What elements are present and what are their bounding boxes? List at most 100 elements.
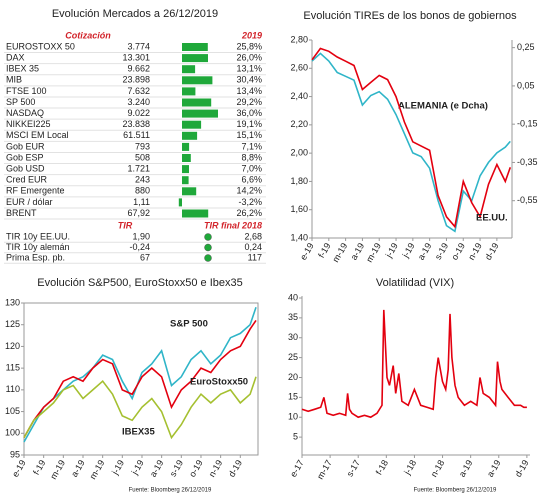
x-tick-label: s-17 bbox=[345, 458, 362, 478]
x-tick-label: d-19 bbox=[483, 241, 501, 262]
row-change: 6,6% bbox=[241, 175, 262, 185]
row-name: Cred EUR bbox=[6, 175, 48, 185]
row-name: BRENT bbox=[6, 208, 37, 218]
y-tick-label: 5 bbox=[293, 431, 298, 441]
row-price: 1,11 bbox=[133, 197, 150, 207]
row-name: Gob ESP bbox=[6, 152, 44, 162]
y-tick-label: 120 bbox=[5, 341, 20, 351]
source: Fuente: Bloomberg 26/12/2019 bbox=[414, 488, 497, 494]
x-tick-label: o-19 bbox=[187, 458, 205, 479]
x-tick-label: j-19 bbox=[109, 458, 126, 477]
row-name: Gob EUR bbox=[6, 141, 45, 151]
x-tick-label: m-19 bbox=[88, 458, 107, 481]
y-tick-label: 1,40 bbox=[290, 232, 308, 242]
x-tick-label: f-19 bbox=[316, 241, 332, 259]
row-change: 8,8% bbox=[241, 152, 262, 162]
header-price: Cotización bbox=[65, 30, 111, 40]
y-tick-label: 105 bbox=[5, 406, 20, 416]
row-change: 25,8% bbox=[236, 41, 262, 51]
x-tick-label: a-19 bbox=[69, 458, 87, 479]
y-tick-label: 125 bbox=[5, 319, 20, 329]
series-label: ALEMANIA (e Dcha) bbox=[398, 101, 488, 112]
x-tick-label: e-17 bbox=[288, 458, 306, 479]
tir-final: 2,68 bbox=[244, 231, 262, 241]
x-tick-label: j-19 bbox=[129, 458, 146, 477]
x-tick-label: f-18 bbox=[374, 458, 390, 476]
bar bbox=[182, 131, 198, 140]
y-tick-label: 15 bbox=[288, 392, 298, 402]
row-price: 9.022 bbox=[127, 108, 150, 118]
row-price: 508 bbox=[135, 152, 150, 162]
series-line bbox=[23, 376, 257, 440]
bar bbox=[182, 54, 208, 63]
row-change: 26,2% bbox=[236, 208, 262, 218]
series-label: EuroStoxx50 bbox=[190, 377, 248, 388]
x-tick-label: n-19 bbox=[207, 458, 225, 479]
y-tick-label: 1,60 bbox=[290, 204, 308, 214]
y-tick-label: 0,05 bbox=[517, 80, 535, 90]
chart-title: Volatilidad (VIX) bbox=[376, 277, 454, 289]
x-tick-label: a-19 bbox=[485, 458, 503, 479]
y-tick-label: 20 bbox=[288, 372, 298, 382]
series-line bbox=[23, 307, 257, 443]
row-name: MIB bbox=[6, 75, 22, 85]
y-tick-label: 25 bbox=[288, 352, 298, 362]
row-price: 3.774 bbox=[127, 41, 150, 51]
y-tick-label: 2,60 bbox=[290, 63, 308, 73]
bar bbox=[182, 209, 209, 218]
source: Fuente: Bloomberg 26/12/2019 bbox=[129, 488, 212, 494]
row-change: 13,4% bbox=[236, 86, 262, 96]
tir-final: 0,24 bbox=[244, 242, 262, 252]
y-tick-label: 10 bbox=[288, 412, 298, 422]
tir-current: 1,90 bbox=[132, 231, 150, 241]
row-name: FTSE 100 bbox=[6, 86, 47, 96]
header-tir: TIR bbox=[118, 220, 133, 230]
y-tick-label: 2,20 bbox=[290, 119, 308, 129]
row-change: 14,2% bbox=[236, 186, 262, 196]
x-tick-label: d-19 bbox=[226, 458, 244, 479]
bar bbox=[182, 65, 196, 74]
x-tick-label: f-19 bbox=[31, 458, 47, 476]
bar bbox=[182, 120, 202, 129]
row-change: 15,1% bbox=[236, 130, 262, 140]
y-tick-label: -0,55 bbox=[517, 195, 538, 205]
row-price: 7.632 bbox=[127, 86, 150, 96]
x-tick-label: d-19 bbox=[513, 458, 531, 479]
row-price: 9.662 bbox=[127, 64, 150, 74]
row-price: 3.240 bbox=[127, 97, 150, 107]
y-tick-label: -0,15 bbox=[517, 119, 538, 129]
row-price: 61.511 bbox=[123, 130, 150, 140]
x-tick-label: e-19 bbox=[298, 241, 316, 262]
bar bbox=[178, 198, 182, 207]
header-tir-final: TIR final 2018 bbox=[204, 220, 262, 230]
row-change: 30,4% bbox=[236, 75, 262, 85]
tir-name: Prima Esp. pb. bbox=[6, 252, 65, 262]
series-line bbox=[311, 47, 512, 229]
x-tick-label: a-19 bbox=[148, 458, 166, 479]
y-tick-label: 115 bbox=[6, 363, 20, 373]
x-tick-label: j-18 bbox=[402, 458, 419, 477]
y-tick-label: 2,40 bbox=[290, 91, 308, 101]
tir-current: 67 bbox=[140, 252, 150, 262]
row-name: Gob USD bbox=[6, 163, 45, 173]
row-change: 26,0% bbox=[236, 52, 262, 62]
tir-current: -0,24 bbox=[129, 242, 150, 252]
tir-name: TIR 10y alemán bbox=[6, 242, 70, 252]
row-price: 243 bbox=[135, 175, 150, 185]
x-tick-label: o-19 bbox=[449, 241, 467, 262]
tir-name: TIR 10y EE.UU. bbox=[6, 231, 70, 241]
row-name: MSCI EM Local bbox=[6, 130, 69, 140]
status-dot bbox=[204, 254, 212, 262]
header-change: 2019 bbox=[241, 30, 262, 40]
series-line bbox=[23, 319, 257, 438]
row-price: 1.721 bbox=[127, 163, 150, 173]
x-tick-label: m-17 bbox=[315, 458, 334, 481]
y-tick-label: 0,25 bbox=[517, 42, 535, 52]
x-tick-label: e-19 bbox=[10, 458, 28, 479]
row-price: 793 bbox=[135, 141, 150, 151]
row-name: EUROSTOXX 50 bbox=[6, 41, 75, 51]
x-tick-label: s-19 bbox=[433, 241, 450, 261]
x-tick-label: a-19 bbox=[416, 241, 434, 262]
row-name: DAX bbox=[6, 52, 25, 62]
y-tick-label: -0,35 bbox=[517, 157, 538, 167]
